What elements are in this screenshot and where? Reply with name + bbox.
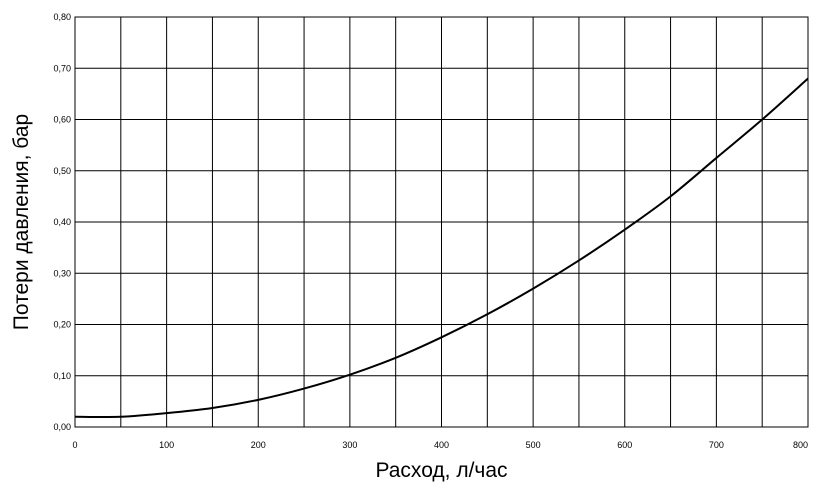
tick-labels: 0,00 0,10 0,20 0,30 0,40 0,50 0,60 0,70 0,80 0 100… [53, 12, 808, 450]
y-tick-label: 0,70 [53, 63, 71, 73]
y-tick-label: 0,50 [53, 166, 71, 176]
x-tick-label: 100 [159, 440, 174, 450]
y-tick-label: 0,80 [53, 12, 71, 22]
x-tick-label: 400 [434, 440, 449, 450]
x-tick-label: 700 [709, 440, 724, 450]
x-tick-label: 200 [251, 440, 266, 450]
x-tick-label: 800 [793, 440, 808, 450]
y-tick-label: 0,20 [53, 320, 71, 330]
y-tick-label: 0,00 [53, 422, 71, 432]
y-tick-label: 0,40 [53, 217, 71, 227]
x-tick-label: 300 [342, 440, 357, 450]
grid-lines [74, 16, 809, 428]
x-axis-title: Расход, л/час [375, 459, 507, 482]
y-axis-title: Потери давления, бар [10, 114, 33, 330]
y-tick-label: 0,10 [53, 371, 71, 381]
x-tick-label: 0 [72, 440, 77, 450]
plot-frame [74, 16, 809, 428]
y-tick-label: 0,30 [53, 268, 71, 278]
x-tick-label: 600 [617, 440, 632, 450]
y-tick-label: 0,60 [53, 115, 71, 125]
series-line [74, 77, 809, 419]
x-tick-label: 500 [526, 440, 541, 450]
